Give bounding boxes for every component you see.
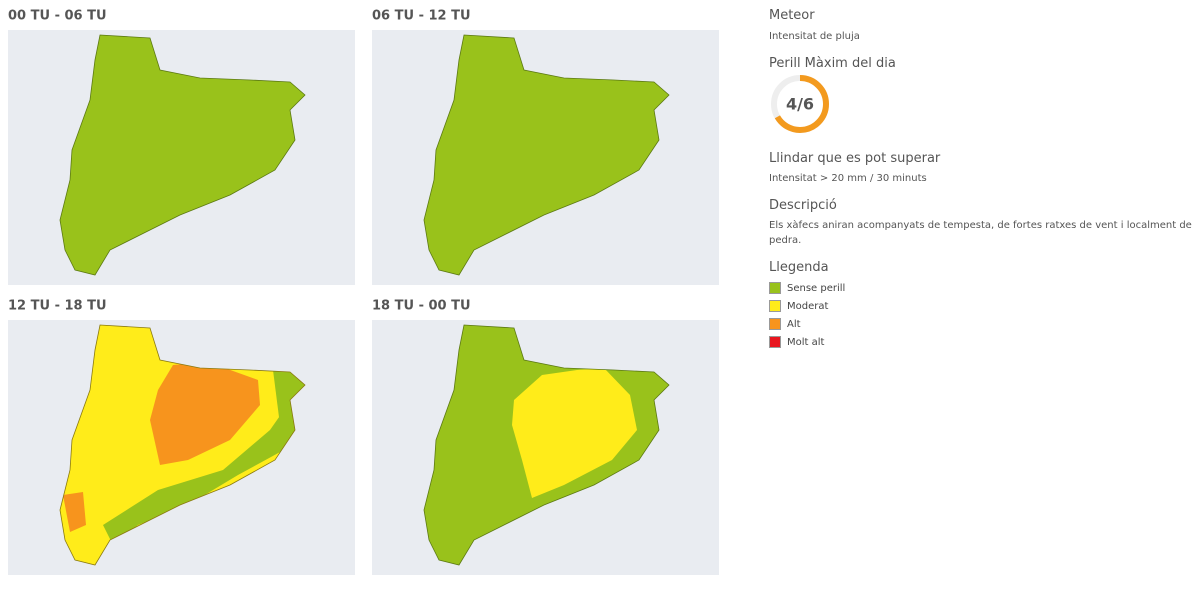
zone xyxy=(103,390,305,545)
map-panel xyxy=(8,30,355,285)
legend-item: Moderat xyxy=(769,297,1197,315)
legend-item: Sense perill xyxy=(769,279,1197,297)
legend-swatch xyxy=(769,282,781,294)
map-panel xyxy=(8,320,355,575)
zone xyxy=(512,368,637,498)
legend-label: Alt xyxy=(787,318,801,330)
panel-title: 18 TU - 00 TU xyxy=(372,299,471,314)
maps: 00 TU - 06 TU 06 TU - 12 TU 12 TU - 18 T… xyxy=(8,9,719,575)
zone xyxy=(150,362,260,465)
legend-label: Moderat xyxy=(787,300,829,312)
heading: Perill Màxim del dia xyxy=(769,56,896,71)
heading: Llindar que es pot superar xyxy=(769,151,941,166)
heading: Meteor xyxy=(769,8,815,23)
gauge-label: 4/6 xyxy=(786,95,814,114)
panel-title: 00 TU - 06 TU xyxy=(8,9,107,24)
panel-title: 12 TU - 18 TU xyxy=(8,299,107,314)
text: Els xàfecs aniran acompanyats de tempest… xyxy=(769,220,1192,246)
legend-swatch xyxy=(769,336,781,348)
map-panel xyxy=(372,320,719,575)
zone xyxy=(63,492,86,532)
sidebar: Meteor Intensitat de pluja Perill Màxim … xyxy=(769,0,1197,351)
danger-gauge: 4/6 xyxy=(771,75,829,133)
heading: Llegenda xyxy=(769,260,829,275)
legend-label: Sense perill xyxy=(787,282,846,294)
text: Intensitat de pluja xyxy=(769,31,860,42)
panel-title: 06 TU - 12 TU xyxy=(372,9,471,24)
legend-item: Alt xyxy=(769,315,1197,333)
legend-swatch xyxy=(769,318,781,330)
legend-swatch xyxy=(769,300,781,312)
legend-item: Molt alt xyxy=(769,333,1197,351)
legend: Sense perill Moderat Alt Molt alt xyxy=(769,279,1197,351)
gauge-arc xyxy=(771,75,829,133)
heading: Descripció xyxy=(769,198,837,213)
text: Intensitat > 20 mm / 30 minuts xyxy=(769,173,927,184)
legend-label: Molt alt xyxy=(787,336,825,348)
map-panel xyxy=(372,30,719,285)
